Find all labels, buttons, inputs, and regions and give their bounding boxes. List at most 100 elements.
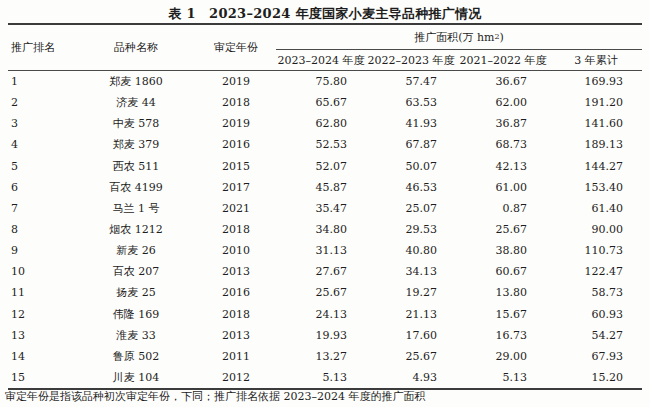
- table-row: 11 扬麦 25 2016 25.67 19.27 13.80 58.73: [8, 282, 642, 303]
- cell-area-3yr-total: 153.40: [550, 181, 642, 194]
- cell-area-2023-2024: 31.13: [276, 244, 366, 257]
- area-group-prefix: 推广面积(万 hm: [414, 30, 494, 45]
- cell-area-3yr-total: 58.73: [550, 286, 642, 299]
- table-row: 8 烟农 1212 2018 34.80 29.53 25.67 90.00: [8, 219, 642, 240]
- table-title: 表 1 2023–2024 年度国家小麦主导品种推广情况: [0, 5, 650, 23]
- cell-area-2023-2024: 24.13: [276, 308, 366, 321]
- table-row: 15 川麦 104 2012 5.13 4.93 5.13 15.20: [8, 367, 642, 388]
- cell-area-2021-2022: 13.80: [456, 286, 550, 299]
- cell-area-3yr-total: 189.13: [550, 138, 642, 151]
- cell-area-2021-2022: 0.87: [456, 202, 550, 215]
- cell-area-2022-2023: 21.13: [366, 308, 456, 321]
- cell-variety-name: 川麦 104: [76, 370, 196, 385]
- col-header-3yr-total: 3 年累计: [550, 50, 642, 70]
- cell-area-2023-2024: 52.07: [276, 160, 366, 173]
- cell-area-2023-2024: 62.80: [276, 117, 366, 130]
- cell-variety-name: 淮麦 33: [76, 328, 196, 343]
- cell-area-2021-2022: 42.13: [456, 160, 550, 173]
- table-row: 5 西农 511 2015 52.07 50.07 42.13 144.27: [8, 156, 642, 177]
- cell-approval-year: 2017: [196, 181, 276, 194]
- cell-area-2023-2024: 65.67: [276, 96, 366, 109]
- table-row: 3 中麦 578 2019 62.80 41.93 36.87 141.60: [8, 113, 642, 134]
- cell-variety-name: 郑麦 379: [76, 137, 196, 152]
- cell-area-2021-2022: 61.00: [456, 181, 550, 194]
- col-header-2022-2023: 2022–2023 年度: [366, 50, 456, 70]
- cell-area-2021-2022: 25.67: [456, 223, 550, 236]
- cell-rank: 13: [8, 329, 76, 342]
- cell-variety-name: 鲁原 502: [76, 349, 196, 364]
- cell-rank: 9: [8, 244, 76, 257]
- cell-area-2022-2023: 41.93: [366, 117, 456, 130]
- cell-area-2022-2023: 19.27: [366, 286, 456, 299]
- cell-area-2021-2022: 38.80: [456, 244, 550, 257]
- cell-variety-name: 西农 511: [76, 159, 196, 174]
- cell-variety-name: 烟农 1212: [76, 222, 196, 237]
- cell-area-3yr-total: 67.93: [550, 350, 642, 363]
- table-row: 10 百农 207 2013 27.67 34.13 60.67 122.47: [8, 261, 642, 282]
- table-body: 1 郑麦 1860 2019 75.80 57.47 36.67 169.93 …: [8, 71, 642, 388]
- cell-area-3yr-total: 61.40: [550, 202, 642, 215]
- cell-approval-year: 2011: [196, 350, 276, 363]
- cell-rank: 3: [8, 117, 76, 130]
- cell-area-2023-2024: 5.13: [276, 371, 366, 384]
- cell-area-2022-2023: 25.67: [366, 350, 456, 363]
- cell-variety-name: 百农 4199: [76, 180, 196, 195]
- cell-area-3yr-total: 141.60: [550, 117, 642, 130]
- cell-area-2021-2022: 29.00: [456, 350, 550, 363]
- cell-area-2021-2022: 15.67: [456, 308, 550, 321]
- cell-variety-name: 济麦 44: [76, 95, 196, 110]
- cell-area-2023-2024: 13.27: [276, 350, 366, 363]
- cell-rank: 5: [8, 160, 76, 173]
- cell-approval-year: 2013: [196, 329, 276, 342]
- cell-variety-name: 扬麦 25: [76, 285, 196, 300]
- cell-approval-year: 2012: [196, 371, 276, 384]
- cell-approval-year: 2015: [196, 160, 276, 173]
- col-header-area-group: 推广面积(万 hm2): [276, 25, 642, 50]
- cell-area-2023-2024: 25.67: [276, 286, 366, 299]
- cell-area-2023-2024: 35.47: [276, 202, 366, 215]
- table-row: 4 郑麦 379 2016 52.53 67.87 68.73 189.13: [8, 134, 642, 155]
- col-header-2023-2024: 2023–2024 年度: [276, 50, 366, 70]
- cell-variety-name: 伟隆 169: [76, 307, 196, 322]
- cell-area-2022-2023: 17.60: [366, 329, 456, 342]
- cell-approval-year: 2018: [196, 308, 276, 321]
- cell-area-2022-2023: 4.93: [366, 371, 456, 384]
- cell-area-3yr-total: 191.20: [550, 96, 642, 109]
- col-header-approval-year: 审定年份: [196, 25, 276, 70]
- cell-approval-year: 2016: [196, 138, 276, 151]
- col-header-2021-2022: 2021–2022 年度: [456, 50, 550, 70]
- cell-variety-name: 中麦 578: [76, 116, 196, 131]
- cell-area-3yr-total: 15.20: [550, 371, 642, 384]
- cell-area-2021-2022: 60.67: [456, 265, 550, 278]
- cell-area-2021-2022: 62.00: [456, 96, 550, 109]
- cell-approval-year: 2021: [196, 202, 276, 215]
- cell-rank: 14: [8, 350, 76, 363]
- cell-area-3yr-total: 169.93: [550, 75, 642, 88]
- cell-area-2023-2024: 52.53: [276, 138, 366, 151]
- cell-area-2023-2024: 19.93: [276, 329, 366, 342]
- cell-rank: 2: [8, 96, 76, 109]
- cell-area-2023-2024: 45.87: [276, 181, 366, 194]
- cell-rank: 11: [8, 286, 76, 299]
- area-group-suffix: ): [500, 31, 504, 44]
- cell-area-2022-2023: 34.13: [366, 265, 456, 278]
- cell-area-2022-2023: 46.53: [366, 181, 456, 194]
- cell-approval-year: 2018: [196, 223, 276, 236]
- col-header-variety-name: 品种名称: [76, 25, 196, 70]
- cell-variety-name: 百农 207: [76, 264, 196, 279]
- cell-area-3yr-total: 144.27: [550, 160, 642, 173]
- cell-area-3yr-total: 90.00: [550, 223, 642, 236]
- cell-rank: 6: [8, 181, 76, 194]
- cell-approval-year: 2019: [196, 75, 276, 88]
- cell-area-2023-2024: 75.80: [276, 75, 366, 88]
- cell-area-2022-2023: 40.80: [366, 244, 456, 257]
- cell-approval-year: 2010: [196, 244, 276, 257]
- cell-variety-name: 新麦 26: [76, 243, 196, 258]
- cell-area-2021-2022: 36.67: [456, 75, 550, 88]
- cell-rank: 10: [8, 265, 76, 278]
- cell-variety-name: 郑麦 1860: [76, 74, 196, 89]
- cell-area-3yr-total: 122.47: [550, 265, 642, 278]
- cell-area-3yr-total: 60.93: [550, 308, 642, 321]
- cell-rank: 12: [8, 308, 76, 321]
- cell-area-2022-2023: 25.07: [366, 202, 456, 215]
